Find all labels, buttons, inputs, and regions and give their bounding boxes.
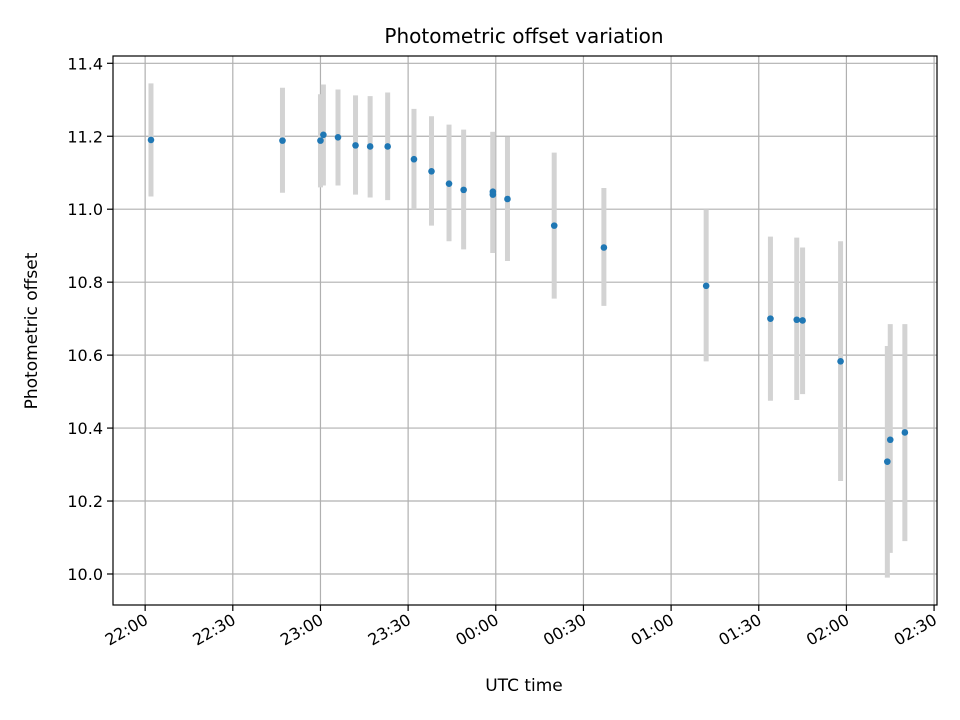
y-axis-title: Photometric offset — [22, 252, 42, 409]
data-point — [460, 186, 467, 194]
data-point — [550, 222, 558, 229]
data-point — [279, 137, 286, 144]
data-point — [384, 143, 391, 150]
y-axis: 10.0 10.2 10.4 10.6 10.8 11.0 11.2 11.4 — [67, 54, 113, 584]
y-tick-label: 11.0 — [67, 200, 103, 219]
y-tick-label: 10.8 — [67, 273, 103, 292]
data-point — [793, 316, 801, 324]
data-point — [317, 137, 324, 144]
data-points — [147, 131, 909, 465]
data-point — [504, 195, 511, 203]
x-axis-title: UTC time — [485, 676, 563, 696]
data-point — [901, 429, 909, 436]
y-tick-label: 10.0 — [67, 565, 103, 584]
data-point — [445, 180, 453, 187]
chart-title: Photometric offset variation — [384, 24, 663, 48]
data-point — [366, 143, 374, 150]
data-point — [767, 315, 774, 322]
y-tick-label: 11.4 — [67, 54, 103, 73]
data-point — [410, 155, 418, 163]
y-tick-label: 10.6 — [67, 346, 103, 365]
data-point — [428, 167, 435, 175]
data-point — [884, 458, 891, 465]
data-point — [334, 134, 342, 141]
data-point — [799, 317, 806, 324]
y-tick-label: 10.4 — [67, 419, 103, 438]
plot-frame — [112, 55, 938, 606]
data-point — [886, 436, 894, 444]
data-point — [837, 358, 844, 365]
data-point — [320, 131, 327, 139]
y-tick-label: 10.2 — [67, 492, 103, 511]
data-point — [147, 136, 155, 144]
data-point — [600, 244, 608, 251]
data-point — [702, 282, 710, 290]
data-point — [352, 142, 359, 149]
y-tick-label: 11.2 — [67, 127, 103, 146]
data-point — [489, 191, 497, 198]
